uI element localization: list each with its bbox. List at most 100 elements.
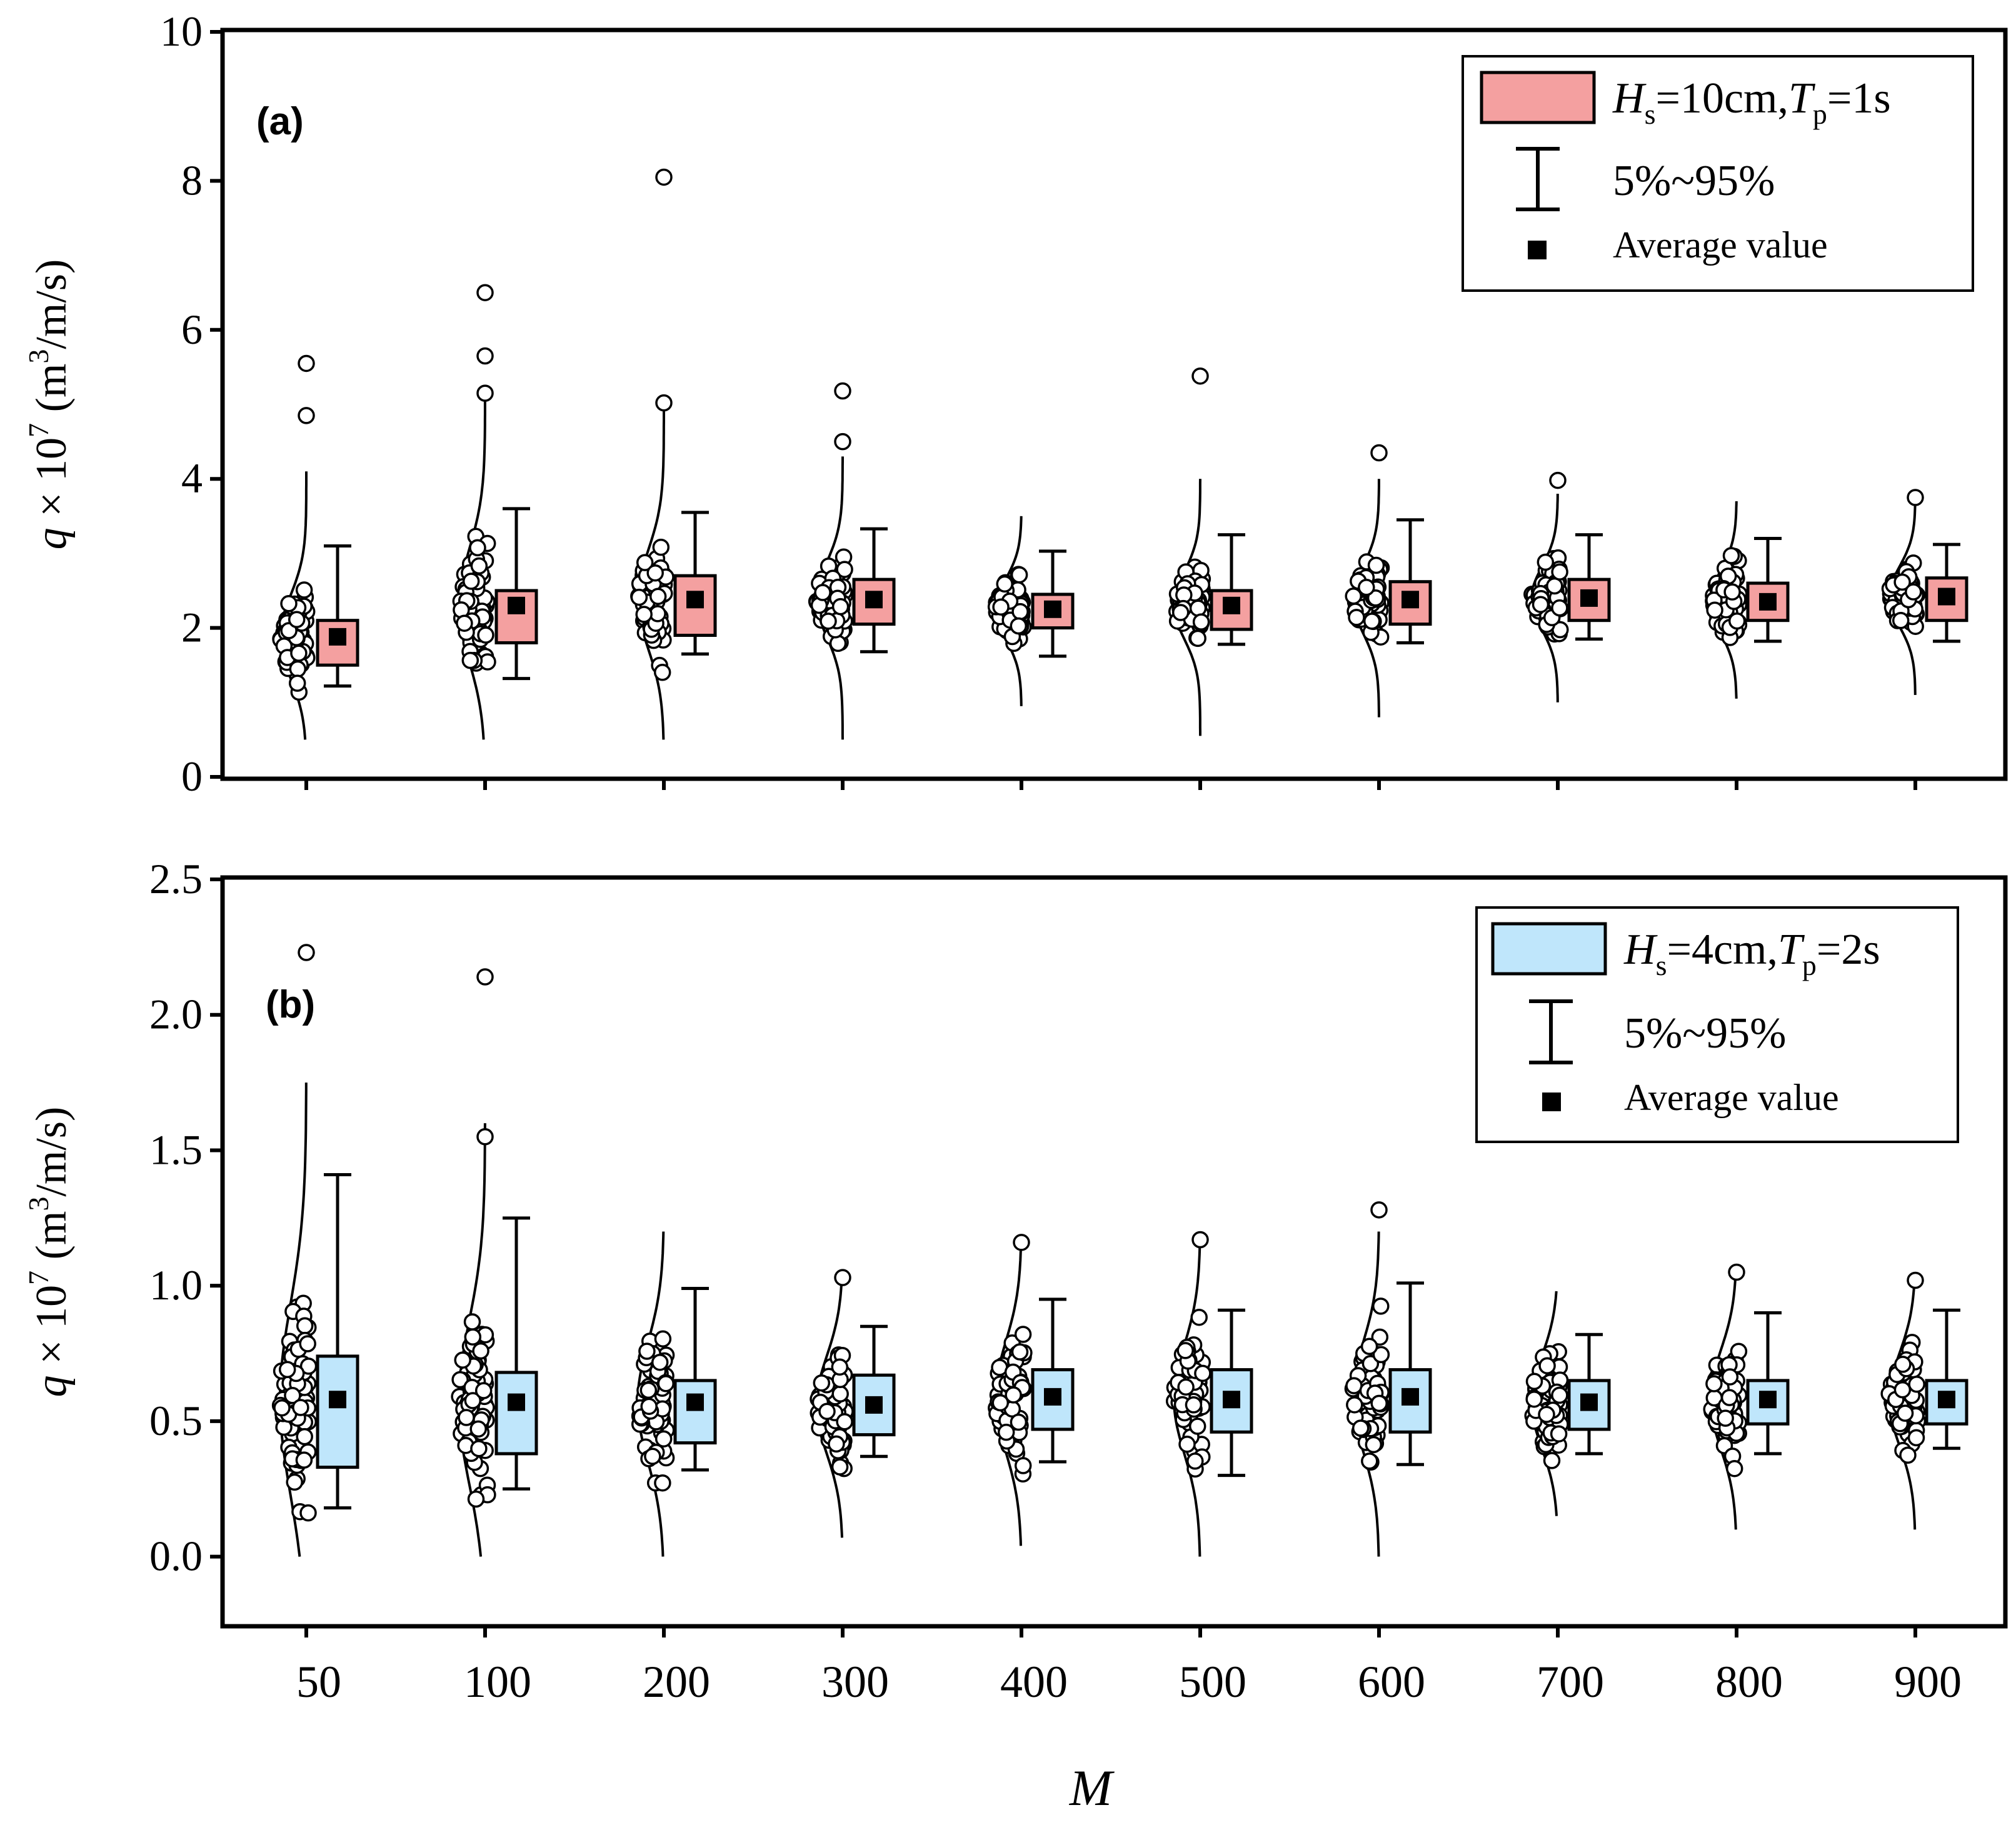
panel-a-outlier-point [298,354,315,372]
x-tick-label: 300 [821,1657,889,1707]
legend-a-whisker-label: 5%~95% [1613,157,1775,205]
panel-a-outlier-point [476,347,494,365]
panel-b-box [673,1379,717,1445]
panel-a-data-point [649,588,667,606]
x-tick-label: 700 [1537,1657,1604,1707]
panel-b-mean-marker [686,1393,704,1411]
panel-a-data-point [1546,577,1563,595]
panel-b-data-point [1899,1446,1917,1464]
panel-a-data-point [646,564,664,582]
panel-a-outlier-point [655,394,673,412]
panel-b-data-point [1010,1413,1028,1431]
panel-a-outlier-point [834,432,851,451]
x-axis-ticklabels: 50 100 200 300 400 500 600 700 800 900 [296,1657,1962,1707]
panel-a-outlier-point [655,168,673,186]
panel-b-data-point [1893,1381,1912,1399]
panel-a-outlier-point [1549,471,1567,489]
x-tick-label: 600 [1358,1657,1425,1707]
panel-a-data-point [461,651,479,669]
panel-b-outlier-point [1191,1231,1209,1249]
panel-a-data-point [820,612,837,630]
panel-a-data-point [1551,599,1568,617]
panel-b-data-point [286,1473,303,1491]
panel-b-data-point [1011,1343,1029,1361]
panel-a-outlier-point [298,407,315,424]
panel-a-data-point [831,598,850,616]
panel-a-mean-marker [1402,591,1419,609]
panel-b-data-point [997,1423,1015,1441]
panel-b-data-point [295,1451,313,1469]
panel-a-outlier-point [1191,367,1209,385]
panel-b-data-point [1543,1452,1561,1469]
x-axis-label: M [1069,1759,1115,1816]
panel-b-mean-marker [1223,1391,1240,1409]
panel-a-ytick-label: 10 [160,8,203,55]
panel-b-data-point [464,1328,482,1346]
panel-a-data-point [636,554,654,571]
panel-b-data-point [836,1413,853,1431]
panel-b-outlier-point [1370,1201,1388,1219]
panel-b-data-point [991,1394,1010,1412]
legend-b-swatch [1491,922,1607,976]
legend-a-mean-label: Average value [1613,224,1828,266]
panel-b-data-point [1717,1409,1734,1427]
panel-b-data-point [1346,1396,1363,1414]
legend-b-whisker-label: 5%~95% [1624,1009,1787,1058]
panel-b-data-point [1014,1326,1032,1343]
panel-b-data-point [1188,1418,1206,1435]
panel-b-mean-marker [1580,1393,1598,1411]
panel-a-ytick-label: 2 [181,604,203,651]
panel-b-ytick-label: 0.0 [149,1532,203,1580]
panel-a-data-point [290,644,308,662]
panel-a-outlier-point [476,384,494,402]
panel-b-legend: Hs=4cm,Tp=2s 5%~95% Average value [1475,906,1959,1143]
panel-b-ytick-label: 1.0 [149,1261,203,1309]
panel-b-mean-marker [865,1396,883,1414]
panel-b-outlier-point [298,944,315,961]
panel-a-mean-marker [865,591,883,609]
panel-a-outlier-point [1370,444,1388,462]
panel-b-ytick-label: 2.0 [149,991,203,1038]
panel-a-data-point [1189,629,1206,648]
panel-b-data-point [296,1428,313,1446]
panel-a-data-point [1905,583,1922,601]
panel-b-data-point [1372,1346,1390,1364]
panel-a-data-point [1367,589,1385,607]
panel-b-mean-marker [1759,1391,1777,1409]
panel-b-box [494,1371,538,1456]
panel-a-data-point [1892,612,1910,629]
panel-b-data-point [1176,1342,1194,1359]
panel-b-data-point [451,1371,469,1389]
panel-a-data-point [1010,617,1028,635]
panel-b-data-point [284,1387,301,1404]
panel-a-data-point [1723,583,1741,601]
panel-b-data-point [1360,1338,1378,1356]
panel-a-data-point [469,539,486,557]
legend-a-whisker-symbol [1516,147,1560,211]
panel-b-data-point [1005,1386,1022,1404]
panel-a-data-point [280,595,298,612]
panel-b-data-point [1361,1452,1378,1470]
panel-a-data-point [1192,613,1210,631]
panel-b-plot: 0.0 0.5 1.0 1.5 2.0 2.5 [149,855,1968,1638]
panel-b-data-point [469,1420,487,1438]
panel-b-data-point [292,1399,309,1416]
panel-a-data-point [295,581,313,599]
panel-b-mean-marker [1938,1391,1955,1409]
panel-b-data-point [1538,1357,1556,1374]
panel-a-data-point [992,598,1010,616]
legend-a-swatch [1480,71,1596,124]
panel-a-data-point [1345,587,1362,605]
legend-a-series-label: Hs=10cm,Tp=1s [1612,74,1891,130]
panel-a-data-point [653,664,671,681]
panel-b-data-point [1186,1452,1204,1470]
panel-a-data-point [652,538,670,556]
panel-b-outlier-point [1728,1263,1745,1281]
panel-b-data-point [1550,1425,1568,1442]
legend-b-mean-symbol [1542,1092,1561,1111]
panel-a-data-point [456,614,473,632]
panel-b-data-point [467,1490,485,1508]
panel-b-ytick-label: 1.5 [149,1126,203,1173]
panel-a-mean-marker [1580,589,1598,607]
